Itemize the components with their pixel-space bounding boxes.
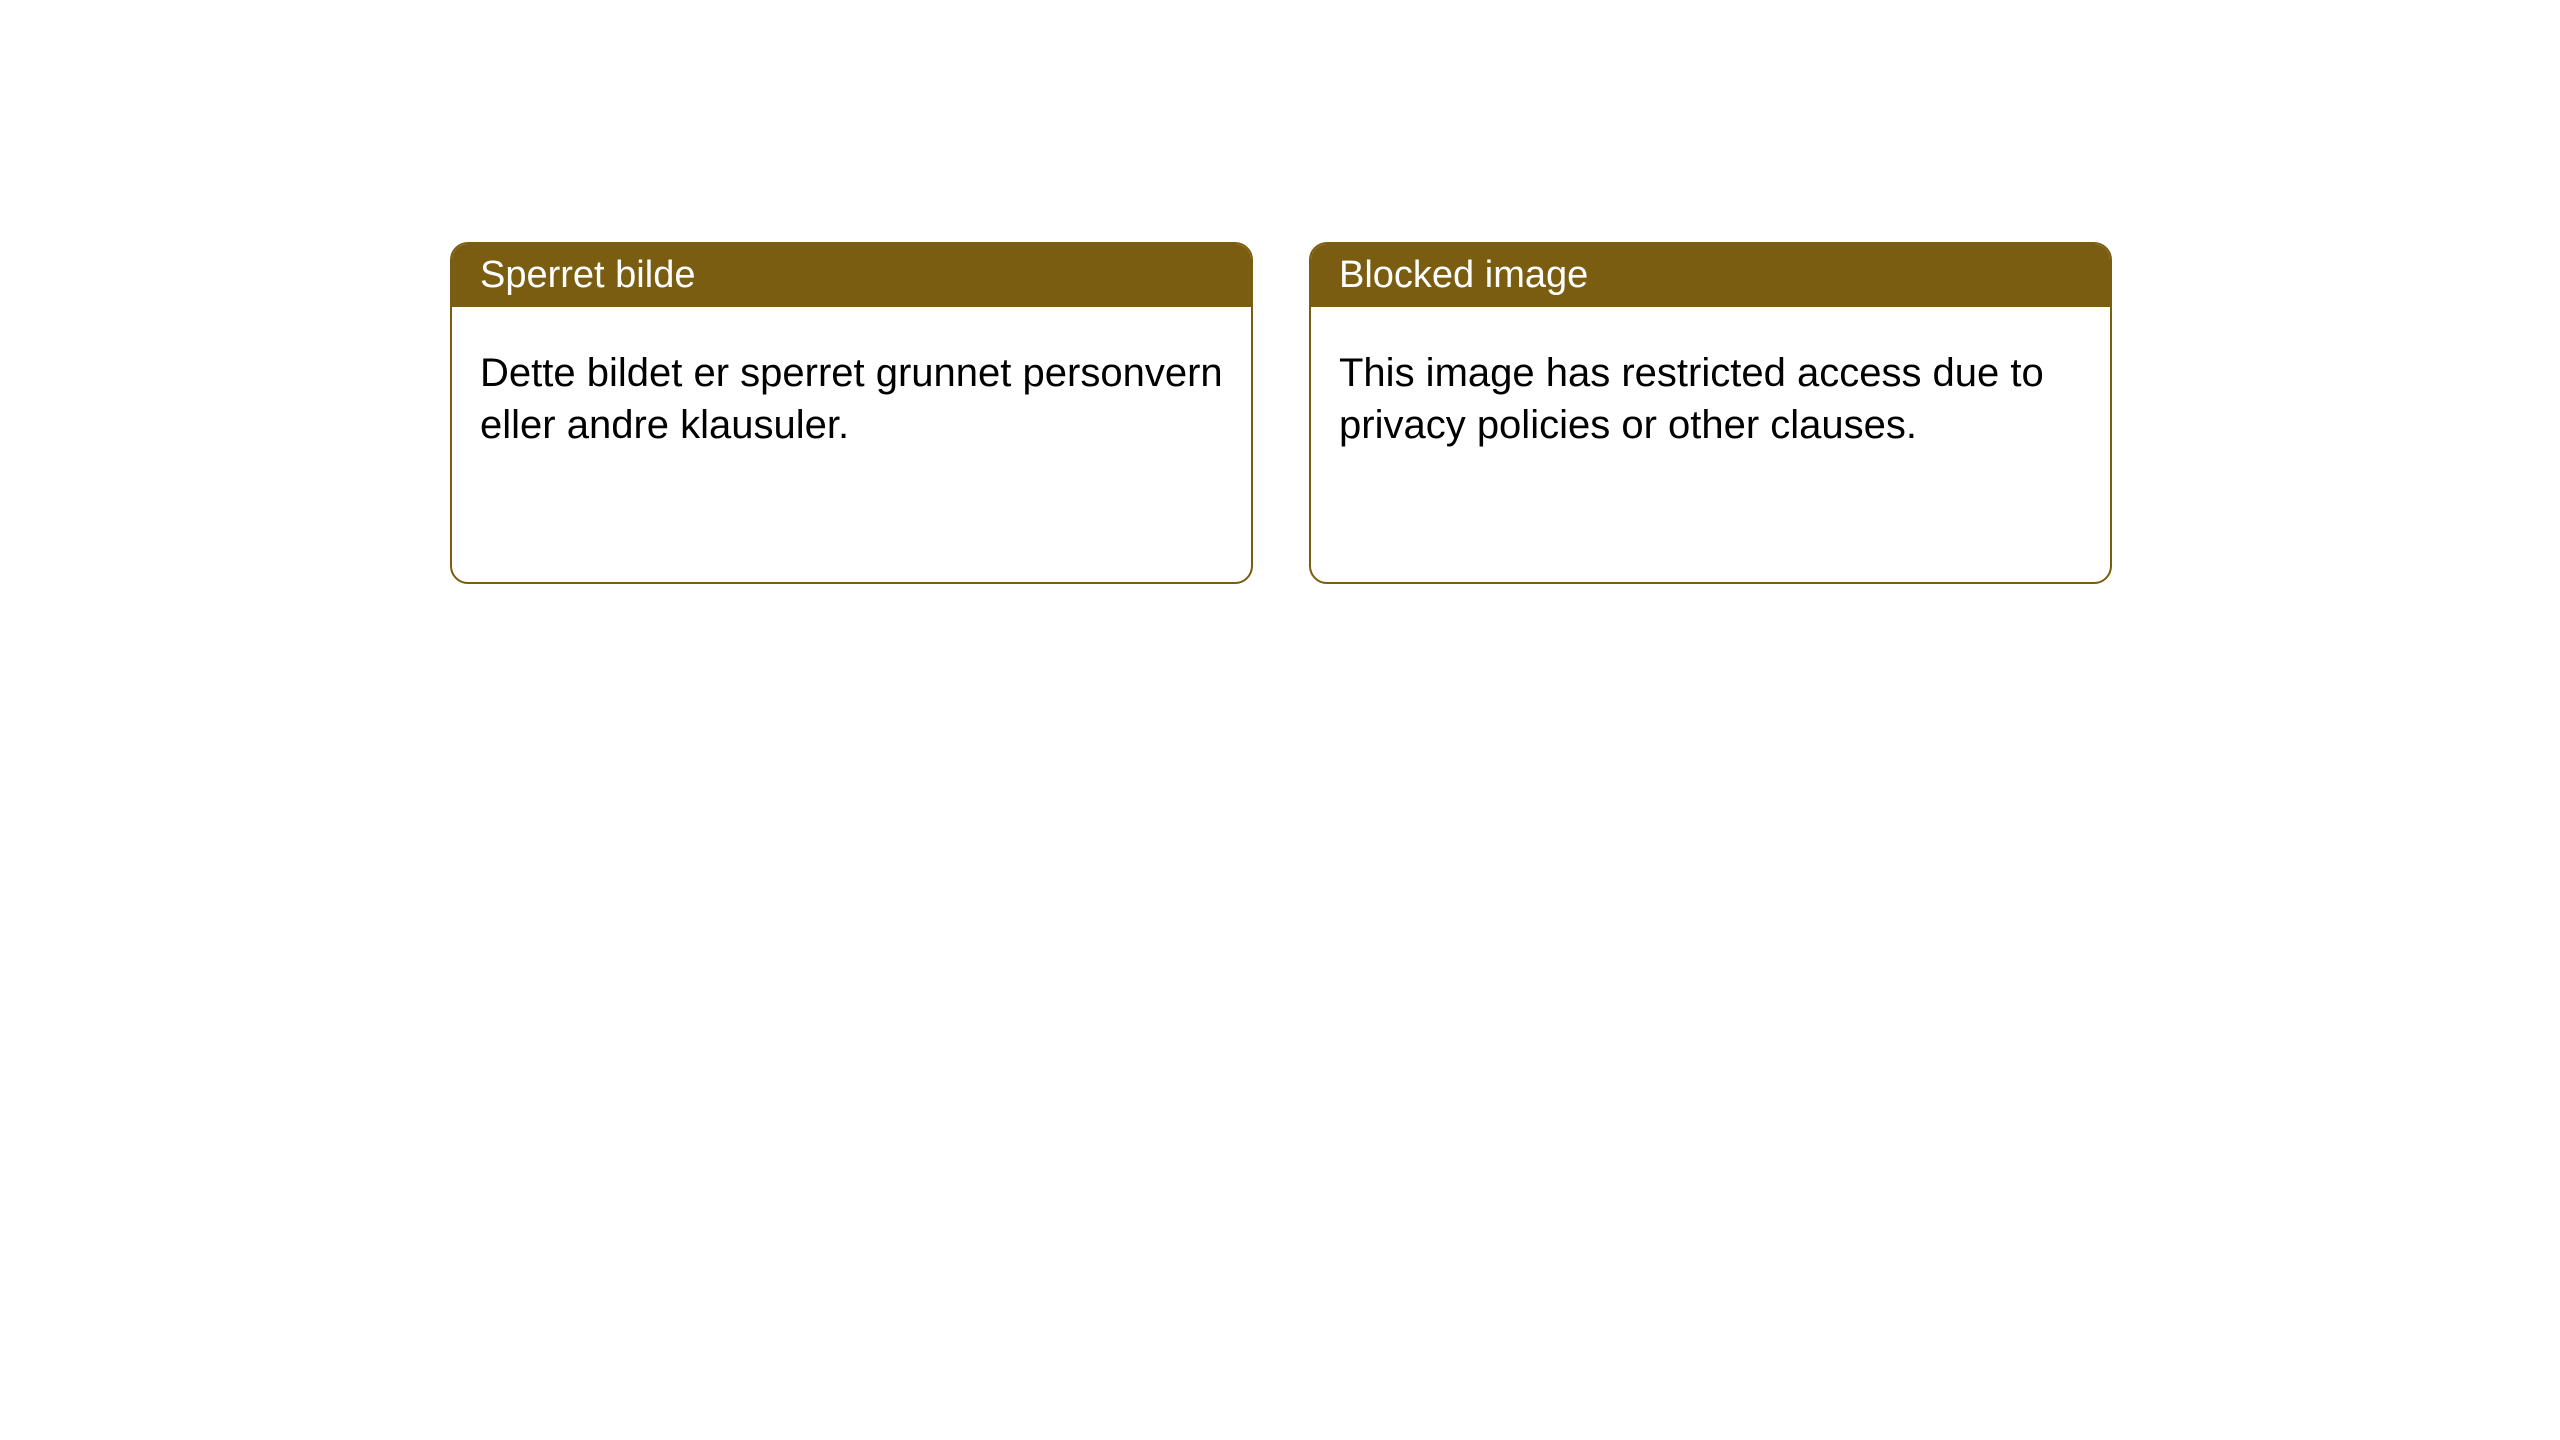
notice-card-body: Dette bildet er sperret grunnet personve… xyxy=(452,307,1251,582)
notice-card-title: Blocked image xyxy=(1311,244,2110,307)
notice-card-norwegian: Sperret bilde Dette bildet er sperret gr… xyxy=(450,242,1253,584)
notice-card-title: Sperret bilde xyxy=(452,244,1251,307)
notice-card-body: This image has restricted access due to … xyxy=(1311,307,2110,582)
notice-card-english: Blocked image This image has restricted … xyxy=(1309,242,2112,584)
notice-cards-row: Sperret bilde Dette bildet er sperret gr… xyxy=(0,0,2560,584)
